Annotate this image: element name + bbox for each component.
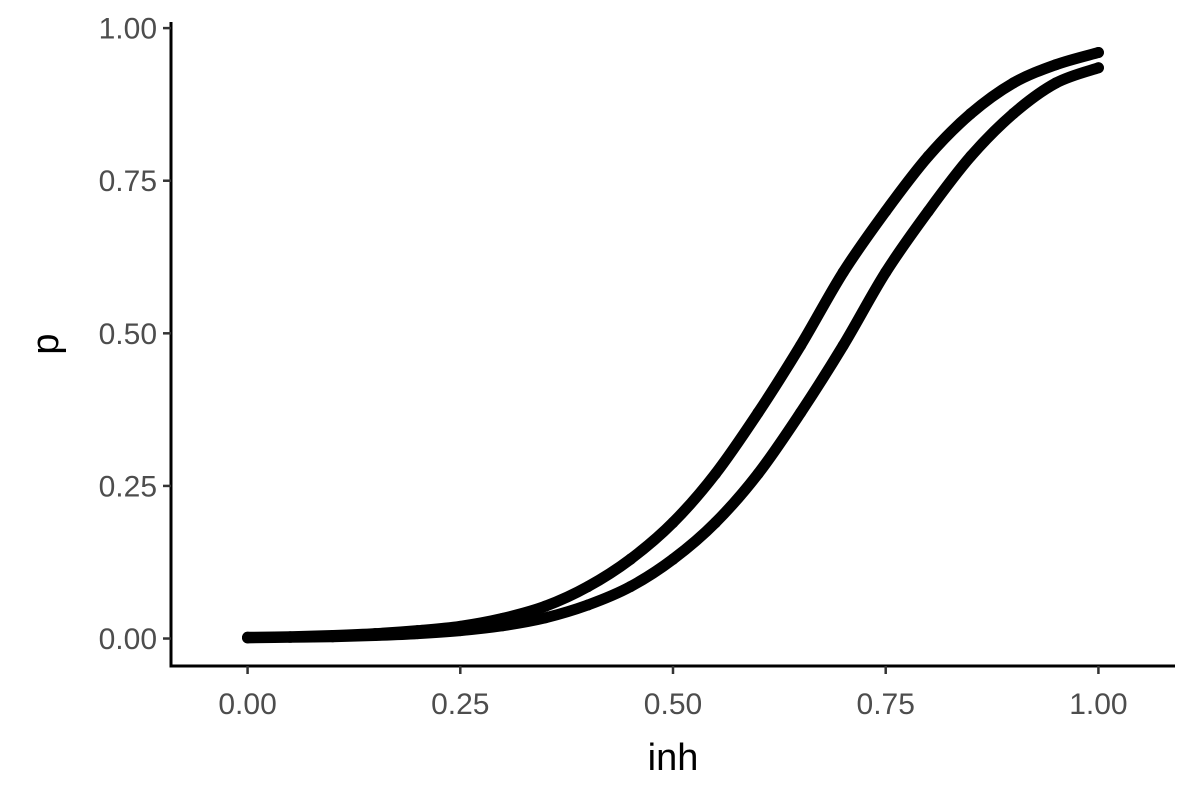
data-point [795,407,807,419]
data-point [752,468,764,480]
data-point [624,553,636,565]
series-line [242,47,1104,643]
data-point [1007,77,1019,89]
data-point [1092,47,1104,59]
y-tick-label: 0.25 [99,470,157,503]
data-point [1007,108,1019,120]
data-point [1050,59,1062,71]
y-tick-label: 0.75 [99,165,157,198]
data-point [412,628,424,640]
data-point [965,150,977,162]
data-point [880,266,892,278]
series-layer [242,47,1104,644]
y-tick-label: 0.00 [99,623,157,656]
x-axis-ticks: 0.00 0.25 0.50 0.75 1.00 [218,666,1128,721]
data-point [582,581,594,593]
data-point [369,629,381,641]
series-2 [242,62,1104,644]
data-point [965,108,977,120]
data-point [624,581,636,593]
x-axis-title: inh [648,737,699,779]
axes-layer [169,22,1175,668]
data-point [795,340,807,352]
y-axis-title: p [25,333,67,354]
data-point [1092,62,1104,74]
data-point [284,631,296,643]
data-point [710,517,722,529]
data-point [837,266,849,278]
data-point [454,625,466,637]
data-point [582,599,594,611]
data-point [710,468,722,480]
data-point [922,205,934,217]
data-point [837,340,849,352]
x-tick-label: 0.75 [857,688,915,721]
series-line [242,62,1104,644]
data-point [922,150,934,162]
data-point [539,600,551,612]
data-point [1050,77,1062,89]
data-point [242,632,254,644]
y-tick-label: 0.50 [99,318,157,351]
data-point [497,620,509,632]
data-point [880,205,892,217]
x-tick-label: 0.25 [431,688,489,721]
x-tick-label: 1.00 [1069,688,1127,721]
data-point [667,553,679,565]
x-tick-label: 0.50 [644,688,702,721]
data-point [752,407,764,419]
y-axis-ticks: 0.00 0.25 0.50 0.75 1.00 [99,13,171,656]
data-point [667,517,679,529]
data-point [327,631,339,643]
x-tick-label: 0.00 [218,688,276,721]
y-tick-label: 1.00 [99,13,157,46]
data-point [539,612,551,624]
